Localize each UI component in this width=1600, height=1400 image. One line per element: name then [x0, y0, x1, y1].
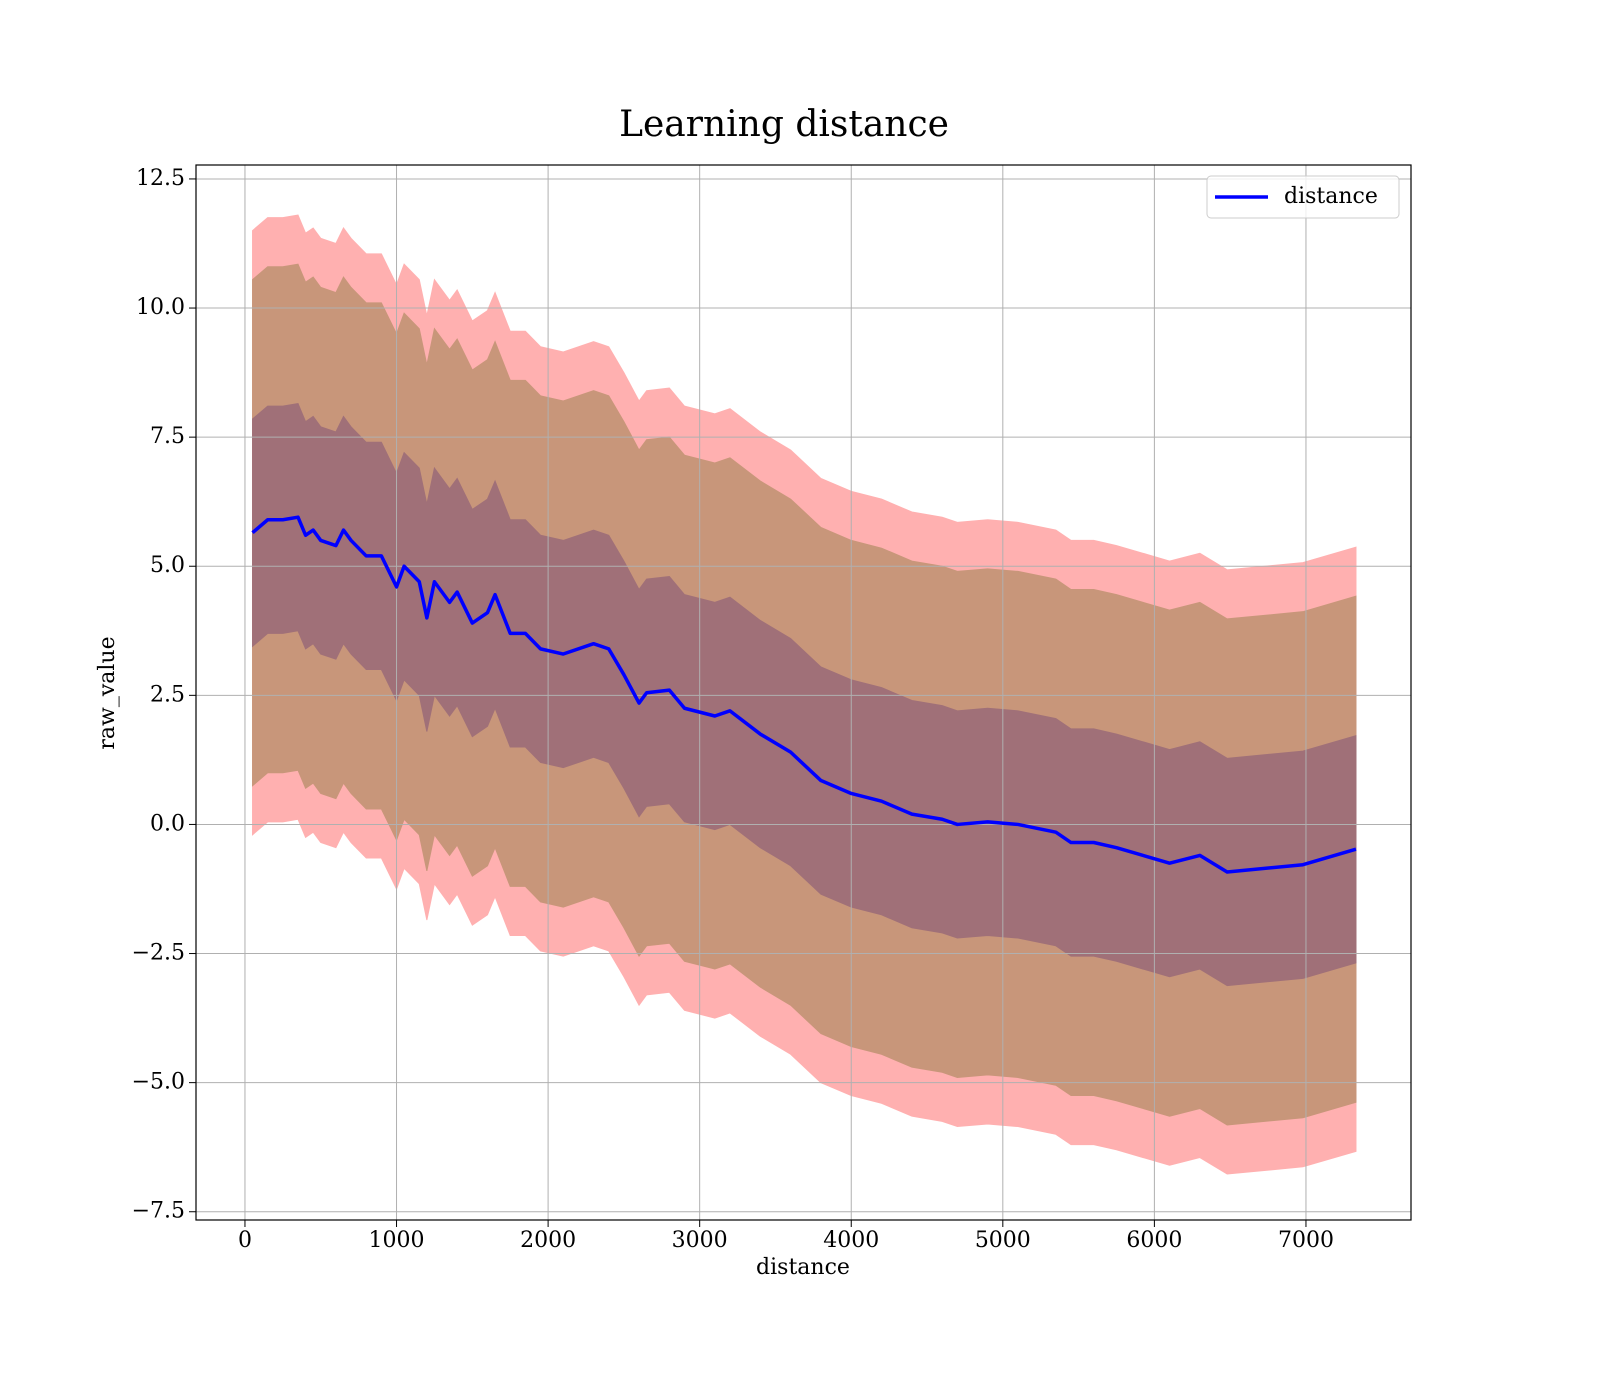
y-tick-label: −7.5 — [132, 1199, 185, 1224]
band — [252, 403, 1357, 987]
x-tick-label: 3000 — [672, 1228, 728, 1253]
y-axis-label: raw_value — [95, 636, 120, 749]
y-tick-label: 7.5 — [150, 424, 185, 449]
y-tick-label: 12.5 — [136, 166, 185, 191]
plot-frame — [195, 164, 1412, 1221]
y-tick-label: −5.0 — [132, 1070, 185, 1095]
chart-title: Learning distance — [619, 104, 949, 145]
x-tick-label: 2000 — [520, 1228, 576, 1253]
x-tick-label: 5000 — [975, 1228, 1031, 1253]
x-axis-label: distance — [756, 1255, 850, 1280]
y-tick-label: 2.5 — [150, 682, 185, 707]
line — [251, 515, 1357, 874]
y-tick-label: 5.0 — [150, 553, 185, 578]
y-tick-label: 10.0 — [136, 295, 185, 320]
x-tick-label: 0 — [238, 1228, 252, 1253]
legend-box — [1206, 175, 1400, 219]
x-tick-label: 4000 — [823, 1228, 879, 1253]
y-tick-label: 0.0 — [150, 811, 185, 836]
legend-label: distance — [1284, 184, 1378, 209]
x-tick-label: 1000 — [369, 1228, 425, 1253]
y-tick-label: −2.5 — [132, 941, 185, 966]
x-tick-label: 7000 — [1278, 1228, 1334, 1253]
x-tick-label: 6000 — [1126, 1228, 1182, 1253]
